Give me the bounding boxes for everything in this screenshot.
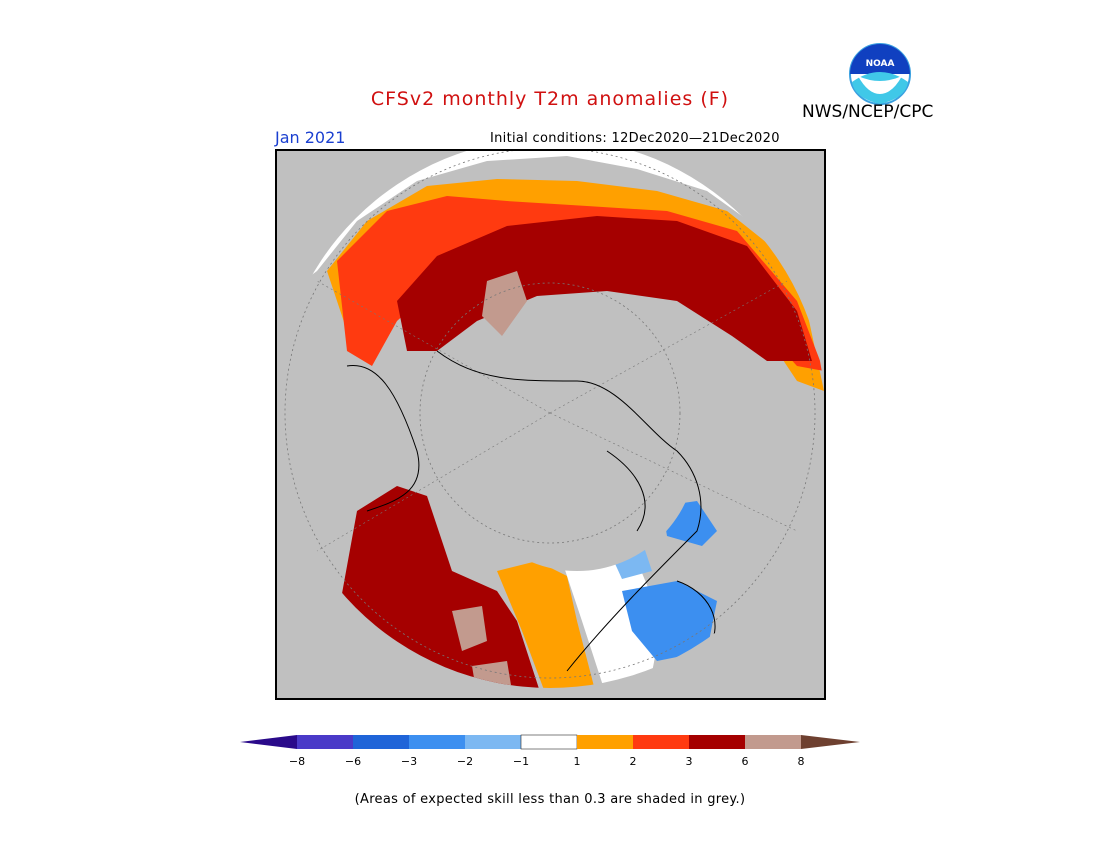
graticule-meridian <box>549 412 798 532</box>
legend-tick: −6 <box>345 755 361 768</box>
initial-conditions: Initial conditions: 12Dec2020—21Dec2020 <box>490 131 780 146</box>
skill-footnote: (Areas of expected skill less than 0.3 a… <box>354 792 746 807</box>
legend-bin <box>465 735 521 749</box>
graticule-meridian <box>549 280 788 414</box>
anomaly-region-orange-canada <box>497 561 597 688</box>
graticule-circle <box>419 282 681 544</box>
forecast-month: Jan 2021 <box>275 128 346 147</box>
legend-bin <box>353 735 409 749</box>
anomaly-map <box>275 149 826 700</box>
graticule-meridian <box>316 412 551 552</box>
legend-tick: 6 <box>742 755 749 768</box>
legend-tick: −8 <box>289 755 305 768</box>
color-legend: −8 −6 −3 −2 −1 1 2 3 6 8 <box>240 734 860 768</box>
legend-bin <box>689 735 745 749</box>
arctic-low-skill <box>457 331 697 571</box>
noaa-logo: NOAA <box>849 43 911 105</box>
legend-bin <box>745 735 801 749</box>
anomaly-region-darkred-asia <box>397 216 812 361</box>
map-title: CFSv2 monthly T2m anomalies (F) <box>370 88 730 110</box>
legend-bin <box>409 735 465 749</box>
coastline <box>346 350 716 672</box>
anomaly-region-white-canada <box>562 551 662 688</box>
legend-bin <box>633 735 689 749</box>
graticule-circle-outer <box>284 151 816 679</box>
legend-tick: −1 <box>513 755 529 768</box>
legend-bin <box>577 735 633 749</box>
anomaly-region-blue-hudson <box>622 581 717 661</box>
legend-tick: 8 <box>798 755 805 768</box>
legend-bin <box>801 735 860 749</box>
svg-text:NOAA: NOAA <box>866 59 895 69</box>
agency-credit: NWS/NCEP/CPC <box>802 102 934 122</box>
legend-tick: 3 <box>686 755 693 768</box>
anomaly-region-pink-siberia <box>482 271 527 336</box>
legend-tick: −3 <box>401 755 417 768</box>
legend-bin <box>297 735 353 749</box>
legend-tick: 1 <box>574 755 581 768</box>
polar-map-svg <box>277 151 824 698</box>
legend-bin <box>520 734 578 750</box>
anomaly-region-pink-alaska <box>452 606 487 651</box>
legend-tick: 2 <box>630 755 637 768</box>
legend-bin <box>240 735 297 749</box>
legend-tick: −2 <box>457 755 473 768</box>
